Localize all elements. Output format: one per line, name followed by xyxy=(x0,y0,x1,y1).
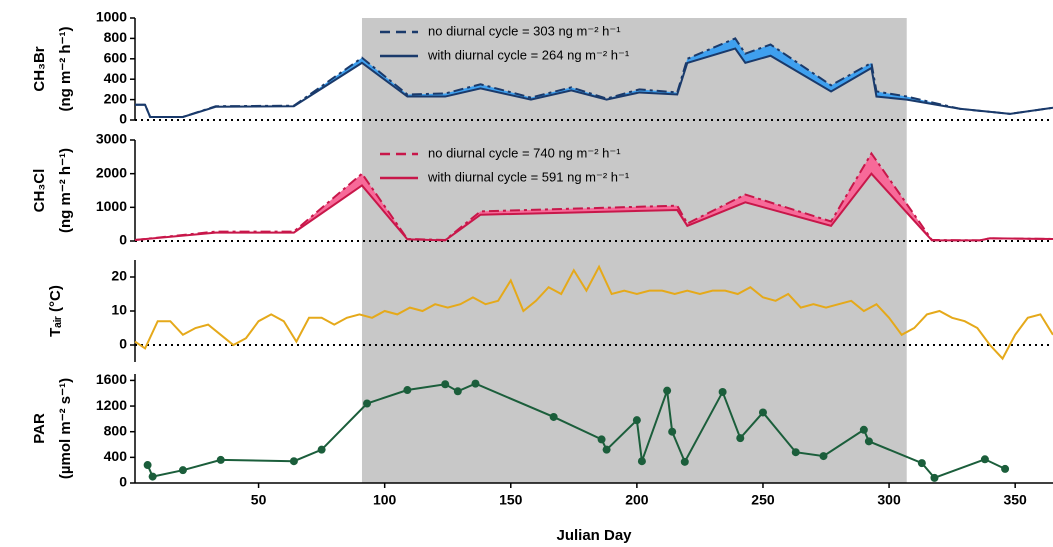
y-tick-label: 800 xyxy=(104,422,128,438)
y-axis-label: CH₃Cl xyxy=(31,169,48,213)
x-axis-label: Julian Day xyxy=(556,527,632,544)
y-tick-label: 800 xyxy=(104,29,128,45)
data-point xyxy=(632,416,641,425)
x-tick-label: 250 xyxy=(751,492,775,508)
y-tick-label: 400 xyxy=(104,448,128,464)
data-point xyxy=(980,455,989,464)
data-point xyxy=(363,399,372,408)
data-point xyxy=(930,473,939,482)
y-axis-label: Tₐᵢᵣ (°C) xyxy=(47,285,64,337)
y-tick-label: 0 xyxy=(119,474,127,490)
x-tick-label: 350 xyxy=(1003,492,1027,508)
data-point xyxy=(1001,464,1010,473)
y-axis-label: (µmol m⁻² s⁻¹) xyxy=(57,378,74,479)
data-point xyxy=(819,452,828,461)
y-axis-label: (ng m⁻² h⁻¹) xyxy=(57,27,74,112)
legend-label: no diurnal cycle = 740 ng m⁻² h⁻¹ xyxy=(428,145,621,160)
y-tick-label: 0 xyxy=(119,111,127,127)
y-tick-label: 1200 xyxy=(96,397,127,413)
data-point xyxy=(143,461,152,470)
legend-label: no diurnal cycle = 303 ng m⁻² h⁻¹ xyxy=(428,23,621,38)
data-line xyxy=(135,47,1053,118)
data-point xyxy=(178,466,187,475)
y-tick-label: 0 xyxy=(119,336,127,352)
data-point xyxy=(403,386,412,395)
data-point xyxy=(453,387,462,396)
data-point xyxy=(680,457,689,466)
y-tick-label: 200 xyxy=(104,90,128,106)
y-tick-label: 1000 xyxy=(96,198,127,214)
data-point xyxy=(597,435,606,444)
x-tick-label: 50 xyxy=(251,492,267,508)
data-point xyxy=(736,434,745,443)
data-point xyxy=(718,387,727,396)
data-line xyxy=(134,264,1053,361)
x-tick-label: 200 xyxy=(625,492,649,508)
data-point xyxy=(663,386,672,395)
data-point xyxy=(637,457,646,466)
data-point xyxy=(917,459,926,468)
y-axis-label: (ng m⁻² h⁻¹) xyxy=(57,148,74,233)
data-point xyxy=(859,425,868,434)
legend-label: with diurnal cycle = 591 ng m⁻² h⁻¹ xyxy=(427,169,630,184)
data-point xyxy=(471,379,480,388)
y-tick-label: 20 xyxy=(111,268,127,284)
y-tick-label: 3000 xyxy=(96,131,127,147)
y-tick-label: 10 xyxy=(111,302,127,318)
data-point xyxy=(668,427,677,436)
y-axis-label: PAR xyxy=(31,413,48,444)
y-tick-label: 0 xyxy=(119,232,127,248)
data-point xyxy=(864,437,873,446)
y-tick-label: 400 xyxy=(104,70,128,86)
legend-label: with diurnal cycle = 264 ng m⁻² h⁻¹ xyxy=(427,47,630,62)
y-tick-label: 600 xyxy=(104,50,128,66)
data-point xyxy=(441,380,450,389)
x-tick-label: 300 xyxy=(877,492,901,508)
x-tick-label: 150 xyxy=(499,492,523,508)
data-point xyxy=(148,472,157,481)
y-tick-label: 2000 xyxy=(96,164,127,180)
data-point xyxy=(317,445,326,454)
y-tick-label: 1600 xyxy=(96,371,127,387)
data-point xyxy=(791,448,800,457)
data-line xyxy=(134,172,1053,242)
y-tick-label: 1000 xyxy=(96,9,127,25)
data-point xyxy=(289,457,298,466)
x-tick-label: 100 xyxy=(373,492,397,508)
y-axis-label: CH₃Br xyxy=(31,46,48,91)
data-point xyxy=(758,408,767,417)
data-point xyxy=(549,412,558,421)
data-point xyxy=(602,445,611,454)
data-point xyxy=(216,455,225,464)
